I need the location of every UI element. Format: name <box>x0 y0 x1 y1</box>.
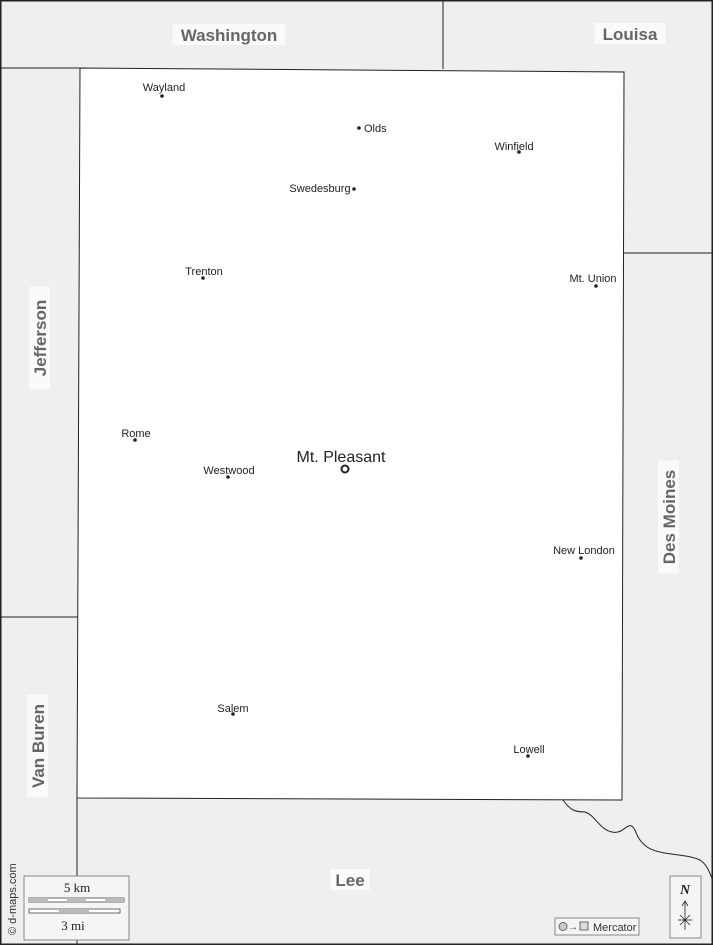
city-marker <box>226 475 230 479</box>
credit: © d-maps.com <box>7 863 19 935</box>
north-label: N <box>679 883 691 898</box>
projection-legend: → Mercator <box>554 917 640 936</box>
scale-km-label: 5 km <box>64 880 90 895</box>
city-marker <box>357 126 361 130</box>
city-label: Swedesburg <box>289 183 350 195</box>
city-label: Salem <box>217 703 248 715</box>
city-marker <box>526 754 530 758</box>
svg-text:Washington: Washington <box>181 26 278 45</box>
city-marker <box>160 94 164 98</box>
county-seat-marker <box>340 464 350 474</box>
north-arrow-icon <box>678 900 692 930</box>
city-label: Mt. Union <box>569 273 616 285</box>
neighbor-county-label: Washington <box>172 24 286 45</box>
river <box>562 799 713 881</box>
city-label: Winfield <box>494 141 533 153</box>
city-marker <box>579 556 583 560</box>
city-label: Rome <box>121 428 150 440</box>
svg-text:Van Buren: Van Buren <box>29 704 48 788</box>
svg-text:Louisa: Louisa <box>603 25 658 44</box>
scale-mi-label: 3 mi <box>61 918 85 933</box>
svg-text:Lee: Lee <box>335 871 364 890</box>
neighbor-county-label: Lee <box>330 869 370 890</box>
county-seat-label: Mt. Pleasant <box>297 449 386 466</box>
svg-text:→: → <box>568 922 578 933</box>
neighbor-county-label: Jefferson <box>29 286 50 390</box>
city-marker <box>133 438 137 442</box>
city-label: Lowell <box>513 744 544 756</box>
city-marker <box>352 187 356 191</box>
city-marker <box>231 712 235 716</box>
city-label: Trenton <box>185 266 223 278</box>
neighbor-county-label: Louisa <box>594 23 666 44</box>
scale-bar: 5 km 3 mi <box>23 875 130 941</box>
compass: N <box>669 875 702 939</box>
city-marker <box>594 284 598 288</box>
projection-label: Mercator <box>593 922 637 934</box>
city-label: Olds <box>364 123 387 135</box>
svg-text:Des Moines: Des Moines <box>660 470 679 564</box>
neighbor-county-label: Des Moines <box>658 460 679 574</box>
city-marker <box>517 150 521 154</box>
county-area <box>76 67 625 801</box>
city-label: New London <box>553 545 615 557</box>
city-label: Wayland <box>143 82 185 94</box>
city-label: Westwood <box>203 465 254 477</box>
city-marker <box>201 276 205 280</box>
svg-text:Jefferson: Jefferson <box>31 300 50 377</box>
neighbor-county-label: Van Buren <box>27 694 48 798</box>
